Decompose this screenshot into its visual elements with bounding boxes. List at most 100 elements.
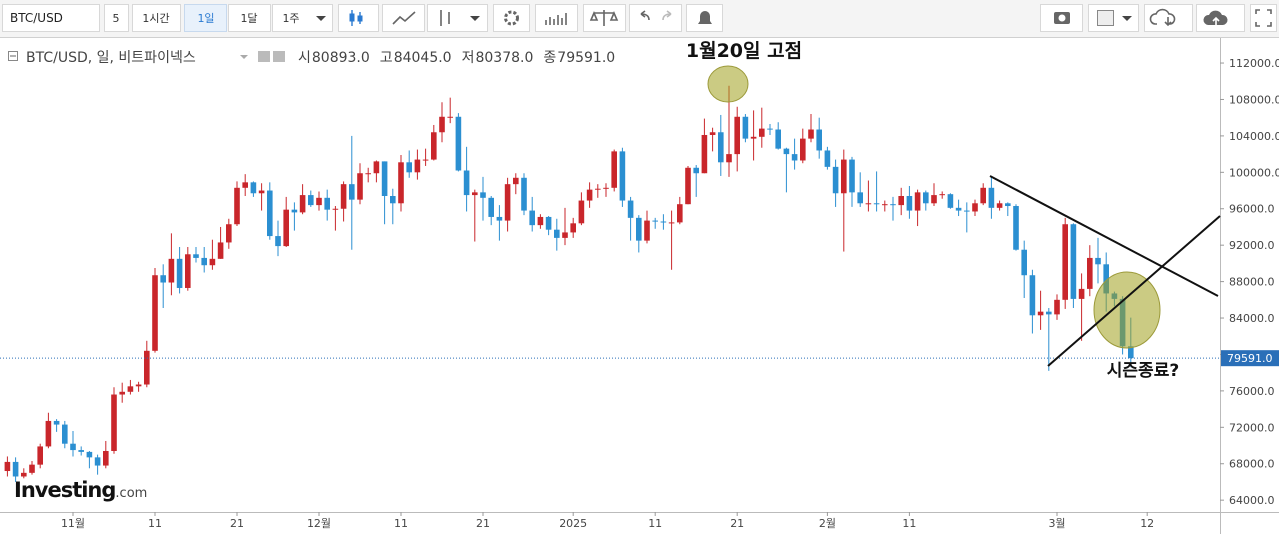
candle-body: [1054, 299, 1060, 315]
candle-body: [783, 148, 790, 155]
interval-label: 1주: [282, 12, 299, 25]
candle-body: [603, 187, 609, 189]
interval-button-active[interactable]: [184, 4, 227, 32]
y-tick-label: 92000.0: [1229, 239, 1275, 252]
icon: [1058, 14, 1066, 22]
snapshot-button[interactable]: [1040, 4, 1083, 32]
candle-body: [267, 190, 273, 237]
candle-body: [234, 187, 240, 225]
candle-body: [381, 161, 388, 196]
candle-body: [1070, 224, 1077, 299]
candle-body: [849, 159, 855, 193]
x-tick-label: 21: [230, 517, 244, 530]
chart-type-buttons: [338, 4, 1277, 32]
candle-body: [185, 254, 191, 288]
candle-body: [906, 196, 913, 211]
candle-body: [455, 116, 462, 171]
x-tick-label: 3월: [1048, 517, 1065, 530]
candle-body: [718, 132, 724, 163]
watermark: Investing.com: [14, 478, 147, 502]
icon: [440, 10, 450, 26]
candle-body: [931, 195, 937, 204]
annotation: 시즌종료?: [1107, 361, 1179, 381]
candle-body: [463, 170, 470, 196]
last-price-tag: [1221, 350, 1279, 367]
x-tick-label: 11: [648, 517, 662, 530]
line-button[interactable]: [382, 4, 425, 32]
candle-body: [857, 192, 863, 204]
candle-body: [242, 182, 248, 188]
interval-button[interactable]: [132, 4, 181, 32]
candle-body: [832, 166, 839, 194]
icon: [589, 10, 619, 26]
candle-body: [767, 128, 773, 130]
candle-body: [914, 192, 921, 211]
candle-body: [480, 192, 486, 198]
legend-icon[interactable]: [258, 51, 270, 62]
icon: [1097, 10, 1114, 26]
interval-label: 1달: [240, 12, 257, 25]
candle-body: [340, 184, 347, 209]
interval-button[interactable]: [228, 4, 271, 32]
interval-label: 1시간: [142, 12, 169, 25]
legend-icon[interactable]: [273, 51, 285, 62]
y-tick-label: 100000.0: [1229, 166, 1279, 179]
candle-body: [627, 200, 634, 218]
candle-body: [275, 236, 281, 247]
x-tick-label: 12: [1140, 517, 1154, 530]
candle-body: [504, 184, 511, 221]
interval-button[interactable]: [104, 4, 129, 32]
candle-body: [94, 457, 101, 466]
candle-body: [677, 204, 683, 223]
candle-body: [800, 138, 806, 161]
candle-body: [398, 162, 404, 204]
highlight-ellipse: [707, 65, 749, 103]
symbol-input[interactable]: [2, 4, 100, 32]
candle-body: [86, 451, 93, 458]
candle-body: [152, 275, 158, 351]
y-tick-label: 76000.0: [1229, 385, 1275, 398]
fullscreen-button[interactable]: [1250, 4, 1277, 32]
candle-body: [668, 222, 675, 224]
candle-body: [791, 154, 798, 161]
trend-line: [989, 175, 1219, 297]
x-tick-label: 21: [730, 517, 744, 530]
legend-value: 79591.0: [557, 50, 615, 66]
candle-body: [1087, 257, 1093, 289]
legend-key: 시: [298, 50, 311, 66]
candle-body: [258, 190, 265, 194]
trend-line: [1047, 215, 1221, 367]
candle-body: [21, 472, 27, 477]
candle-body: [996, 203, 1003, 208]
y-tick-label: 84000.0: [1229, 312, 1275, 325]
candle-body: [365, 173, 371, 175]
candle-body: [53, 420, 60, 425]
candle-body: [759, 128, 765, 137]
indicator-button[interactable]: [535, 4, 578, 32]
settings-button[interactable]: [493, 4, 530, 32]
candle-body: [636, 217, 642, 241]
y-tick-label: 104000.0: [1229, 130, 1279, 143]
undo-redo-button[interactable]: [629, 4, 682, 32]
candle-body: [988, 187, 995, 208]
candle-body: [865, 203, 872, 205]
icon: [640, 10, 650, 21]
icon: [698, 11, 712, 24]
candle-body: [980, 187, 986, 204]
candle-body: [62, 424, 68, 444]
candle-body: [611, 151, 617, 188]
annotation: 1월20일 고점: [686, 40, 802, 62]
candle-body: [299, 195, 306, 213]
candle-body: [923, 192, 929, 204]
icon: [504, 10, 519, 26]
icon: [357, 15, 363, 22]
candle-body: [652, 220, 658, 222]
bar-type-button[interactable]: [427, 4, 488, 32]
candle-body: [1029, 275, 1036, 316]
candle-body: [160, 275, 166, 283]
candle-body: [972, 203, 978, 212]
candle-body: [1046, 311, 1052, 315]
legend-ohlc: 시 80893.0 고 84045.0 저 80378.0 종 79591.0: [298, 50, 615, 66]
candle-body: [586, 189, 593, 201]
candle-body: [947, 194, 954, 208]
